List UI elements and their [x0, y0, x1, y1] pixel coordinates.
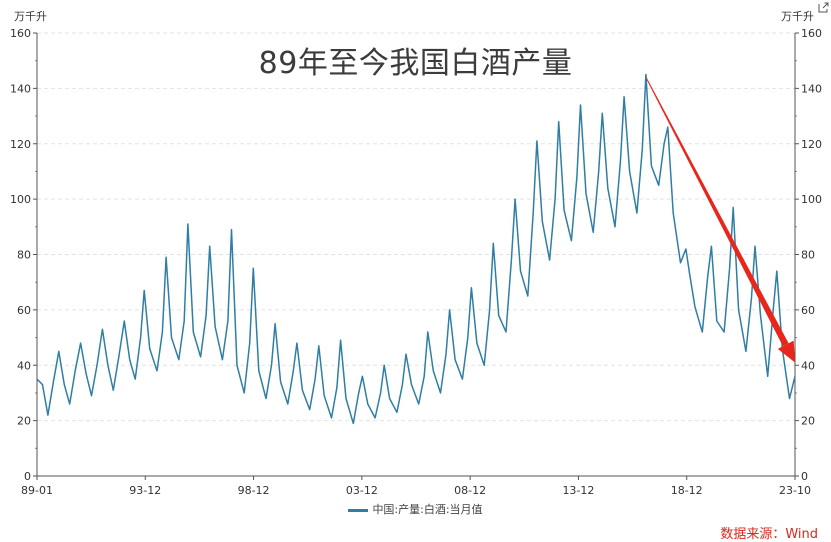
y-tick-label-left: 100 — [10, 193, 31, 206]
trend-arrow-annotation — [645, 77, 795, 363]
axes: 0 0 20 20 40 40 60 60 80 80 100 100 120 120 140 140 160 1… — [10, 27, 822, 497]
legend-label: 中国:产量:白酒:当月值 — [372, 503, 483, 516]
trend-arrow-head — [777, 340, 795, 363]
left-axis-unit: 万千升 — [14, 10, 47, 23]
y-tick-label-right: 100 — [801, 193, 822, 206]
y-tick-label-left: 40 — [17, 359, 31, 372]
series-layer — [36, 73, 796, 425]
y-tick-label-left: 120 — [10, 138, 31, 151]
y-tick-label-right: 160 — [801, 27, 822, 40]
x-tick-label: 93-12 — [129, 484, 161, 497]
y-tick-label-right: 120 — [801, 138, 822, 151]
y-tick-label-left: 60 — [17, 304, 31, 317]
y-tick-label-right: 80 — [801, 249, 815, 262]
x-tick-label: 08-12 — [454, 484, 486, 497]
x-tick-label: 23-10 — [779, 484, 811, 497]
right-axis-unit: 万千升 — [781, 10, 814, 23]
legend-swatch — [348, 508, 369, 512]
x-tick-label: 13-12 — [562, 484, 594, 497]
x-tick-label: 89-01 — [21, 484, 53, 497]
y-tick-label-left: 140 — [10, 82, 31, 95]
y-tick-label-left: 160 — [10, 27, 31, 40]
x-tick-label: 18-12 — [671, 484, 703, 497]
x-tick-label: 98-12 — [238, 484, 270, 497]
y-tick-label-right: 20 — [801, 415, 815, 428]
gridlines — [37, 32, 795, 422]
data-source: 数据来源：Wind — [720, 527, 818, 542]
y-tick-label-right: 60 — [801, 304, 815, 317]
y-tick-label-right: 140 — [801, 82, 822, 95]
trend-arrow-shaft — [645, 77, 789, 347]
chart-title: 89年至今我国白酒产量 — [258, 46, 573, 81]
export-icon[interactable] — [818, 2, 829, 13]
legend[interactable]: 中国:产量:白酒:当月值 — [0, 501, 831, 517]
y-tick-label-right: 0 — [801, 470, 808, 483]
series-line — [36, 73, 796, 425]
y-tick-label-left: 80 — [17, 249, 31, 262]
y-tick-label-left: 0 — [24, 470, 31, 483]
y-tick-label-left: 20 — [17, 415, 31, 428]
y-tick-label-right: 40 — [801, 359, 815, 372]
x-tick-label: 03-12 — [346, 484, 378, 497]
